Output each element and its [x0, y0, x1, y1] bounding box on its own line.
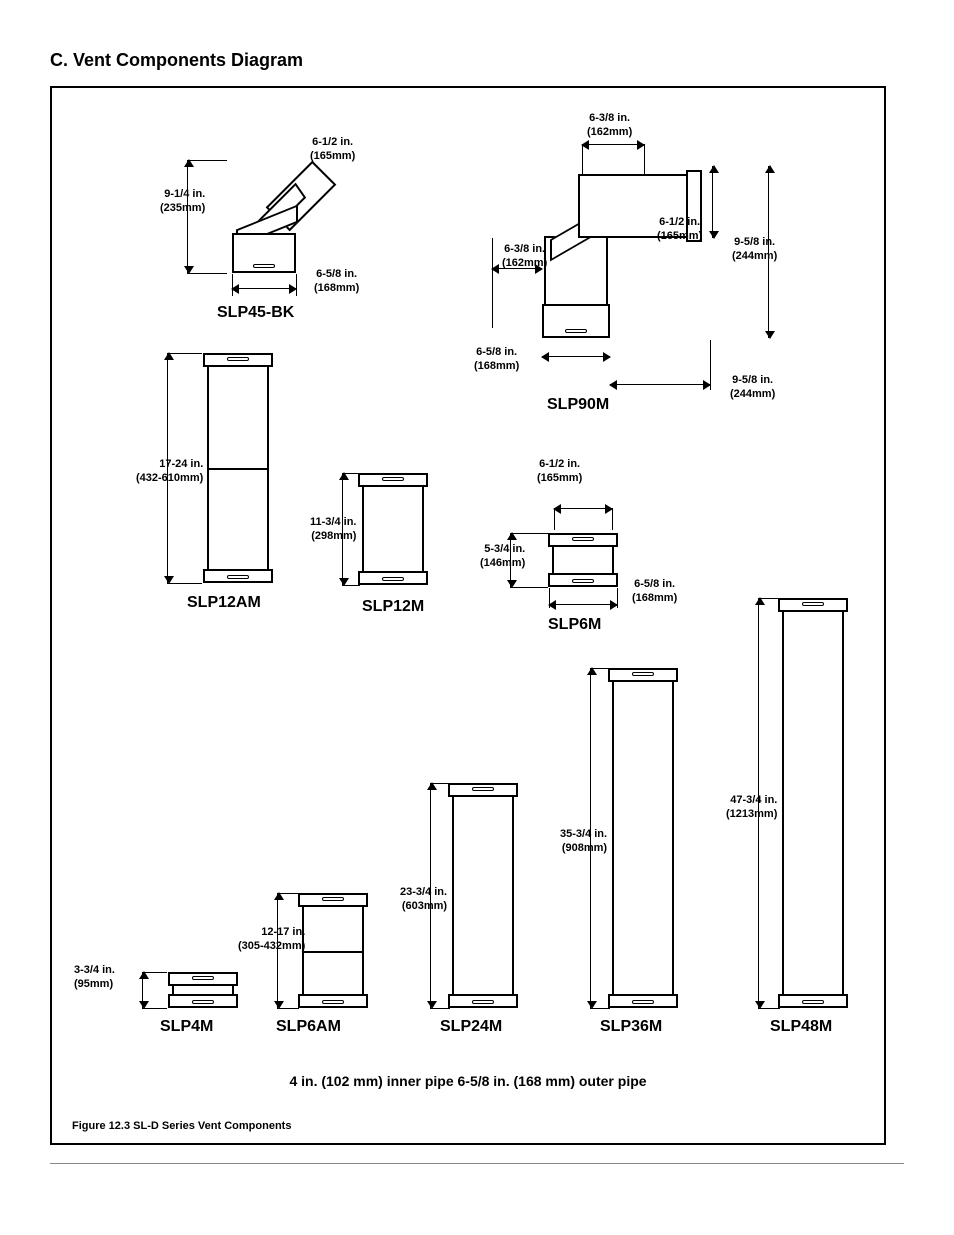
dim-slp90m-overall: 9-5/8 in.(244mm) [730, 374, 775, 402]
component-slp48m [782, 598, 844, 1008]
dim-tick [644, 144, 645, 174]
component-slp36m [612, 668, 674, 1008]
dim-line [610, 384, 710, 385]
component-slp12m [362, 473, 424, 585]
dim-slp6m-topw: 6-1/2 in.(165mm) [537, 458, 582, 486]
dim-tick [758, 1008, 780, 1009]
section-title: C. Vent Components Diagram [50, 50, 904, 71]
dim-line [142, 972, 143, 1008]
dim-tick [277, 1008, 299, 1009]
dim-slp45bk-base: 6-5/8 in.(168mm) [314, 268, 359, 296]
component-slp24m [452, 783, 514, 1008]
part-name-slp6am: SLP6AM [276, 1018, 341, 1036]
dim-line [549, 604, 617, 605]
dim-tick [342, 473, 360, 474]
dim-tick [277, 893, 299, 894]
dim-line [582, 144, 644, 145]
dim-slp45bk-h: 9-1/4 in.(235mm) [160, 188, 205, 216]
dim-tick [582, 144, 583, 174]
dim-tick [187, 160, 227, 161]
dim-tick [590, 1008, 610, 1009]
dim-line [712, 166, 713, 238]
component-slp6m [552, 533, 614, 587]
dim-slp48m: 47-3/4 in.(1213mm) [726, 794, 777, 822]
dim-tick [167, 353, 202, 354]
part-name-slp12am: SLP12AM [187, 594, 261, 612]
dim-slp36m: 35-3/4 in.(908mm) [560, 828, 607, 856]
dim-tick [142, 972, 167, 973]
dim-tick [510, 587, 548, 588]
diagram-frame: 6-1/2 in.(165mm) 9-1/4 in.(235mm) 6-5/8 … [50, 86, 886, 1145]
dim-tick [590, 668, 610, 669]
footer-note: 4 in. (102 mm) inner pipe 6-5/8 in. (168… [52, 1073, 884, 1089]
dim-tick [430, 1008, 450, 1009]
dim-tick [510, 533, 548, 534]
part-name-slp24m: SLP24M [440, 1018, 502, 1036]
dim-slp6m-h: 5-3/4 in.(146mm) [480, 543, 525, 571]
component-slp12am [207, 353, 269, 583]
dim-slp24m: 23-3/4 in.(603mm) [400, 886, 447, 914]
part-name-slp48m: SLP48M [770, 1018, 832, 1036]
dim-slp6m-basew: 6-5/8 in.(168mm) [632, 578, 677, 606]
dim-line [232, 288, 296, 289]
dim-slp90m-h1: 6-1/2 in.(165mm) [657, 216, 702, 244]
component-slp6am [302, 893, 364, 1008]
part-name-slp12m: SLP12M [362, 598, 424, 616]
dim-slp90m-h2: 9-5/8 in.(244mm) [732, 236, 777, 264]
part-name-slp45bk: SLP45-BK [217, 304, 294, 322]
dim-slp90m-basew: 6-5/8 in.(168mm) [474, 346, 519, 374]
dim-line [187, 160, 188, 273]
dim-tick [142, 1008, 167, 1009]
dim-tick [187, 273, 227, 274]
component-slp4m [172, 972, 234, 1008]
part-name-slp4m: SLP4M [160, 1018, 213, 1036]
dim-tick [554, 508, 555, 530]
dim-tick [617, 588, 618, 608]
dim-tick [549, 588, 550, 608]
dim-tick [167, 583, 202, 584]
dim-tick [492, 238, 493, 328]
component-slp90m [542, 168, 712, 338]
dim-slp12am: 17-24 in.(432-610mm) [136, 458, 203, 486]
dim-slp90m-topw: 6-3/8 in.(162mm) [587, 112, 632, 140]
dim-slp6am: 12-17 in.(305-432mm) [238, 926, 305, 954]
component-slp45bk [232, 153, 352, 273]
dim-line [542, 356, 610, 357]
dim-slp90m-midw: 6-3/8 in.(162mm) [502, 243, 547, 271]
dim-line [554, 508, 612, 509]
dim-tick [232, 274, 233, 296]
dim-slp45bk-top: 6-1/2 in.(165mm) [310, 136, 355, 164]
part-name-slp90m: SLP90M [547, 396, 609, 414]
dim-slp4m: 3-3/4 in.(95mm) [74, 964, 115, 992]
dim-tick [710, 340, 711, 390]
dim-tick [758, 598, 780, 599]
page-divider [50, 1163, 904, 1164]
figure-caption: Figure 12.3 SL-D Series Vent Components [72, 1120, 291, 1132]
part-name-slp6m: SLP6M [548, 616, 601, 634]
dim-tick [296, 274, 297, 296]
part-name-slp36m: SLP36M [600, 1018, 662, 1036]
dim-slp12m: 11-3/4 in.(298mm) [310, 516, 356, 544]
dim-tick [612, 508, 613, 530]
dim-tick [342, 585, 360, 586]
dim-tick [430, 783, 450, 784]
